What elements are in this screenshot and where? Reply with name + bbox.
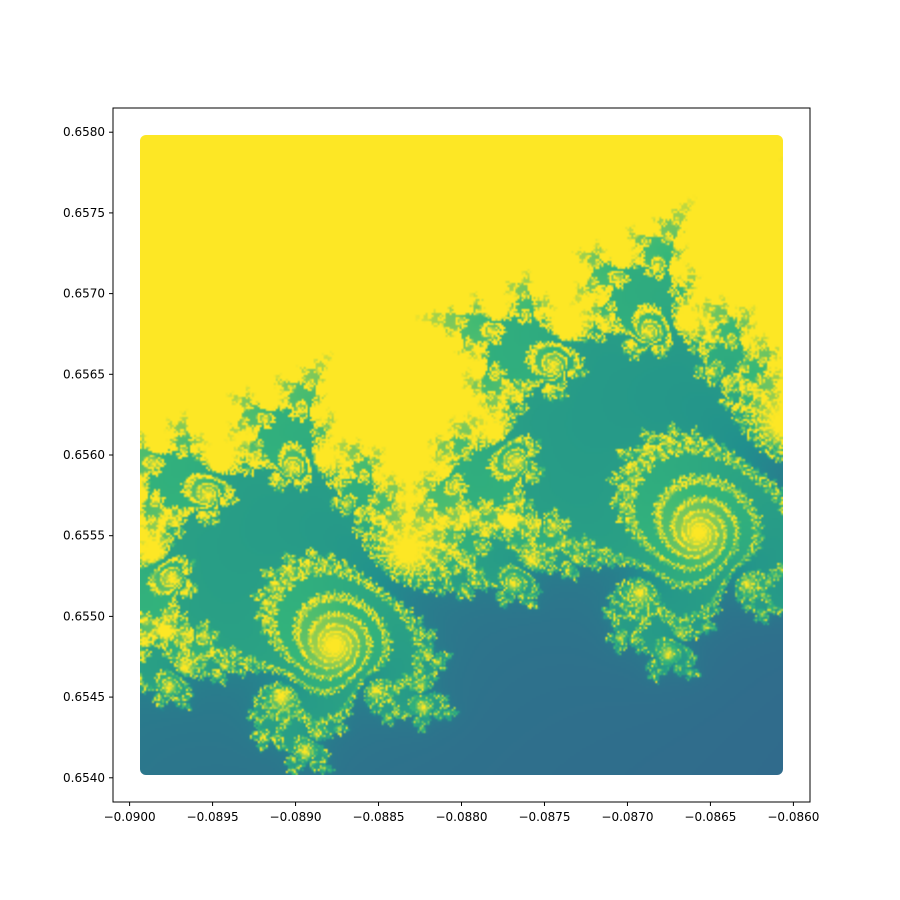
y-tick-label: 0.6555 (63, 529, 105, 543)
x-tick-label: −0.0890 (270, 810, 322, 824)
x-tick-label: −0.0895 (187, 810, 239, 824)
y-tick-label: 0.6540 (63, 771, 105, 785)
y-tick-label: 0.6570 (63, 287, 105, 301)
y-tick-label: 0.6575 (63, 206, 105, 220)
x-tick-label: −0.0860 (767, 810, 819, 824)
x-tick-label: −0.0875 (518, 810, 570, 824)
fractal-heatmap (140, 135, 783, 775)
y-tick-label: 0.6545 (63, 690, 105, 704)
x-tick-label: −0.0865 (684, 810, 736, 824)
x-tick-label: −0.0870 (601, 810, 653, 824)
y-tick-label: 0.6580 (63, 125, 105, 139)
x-tick-label: −0.0900 (104, 810, 156, 824)
x-axis: −0.0900 −0.0895 −0.0890 −0.0885 −0.0880 −0.08… (104, 802, 819, 824)
fractal-canvas (140, 135, 783, 775)
y-tick-label: 0.6550 (63, 609, 105, 623)
x-tick-label: −0.0880 (435, 810, 487, 824)
y-tick-label: 0.6560 (63, 448, 105, 462)
y-axis: 0.6540 0.6545 0.6550 0.6555 0.6560 0.6565 0.65… (63, 125, 113, 785)
x-tick-label: −0.0885 (353, 810, 405, 824)
y-tick-label: 0.6565 (63, 367, 105, 381)
